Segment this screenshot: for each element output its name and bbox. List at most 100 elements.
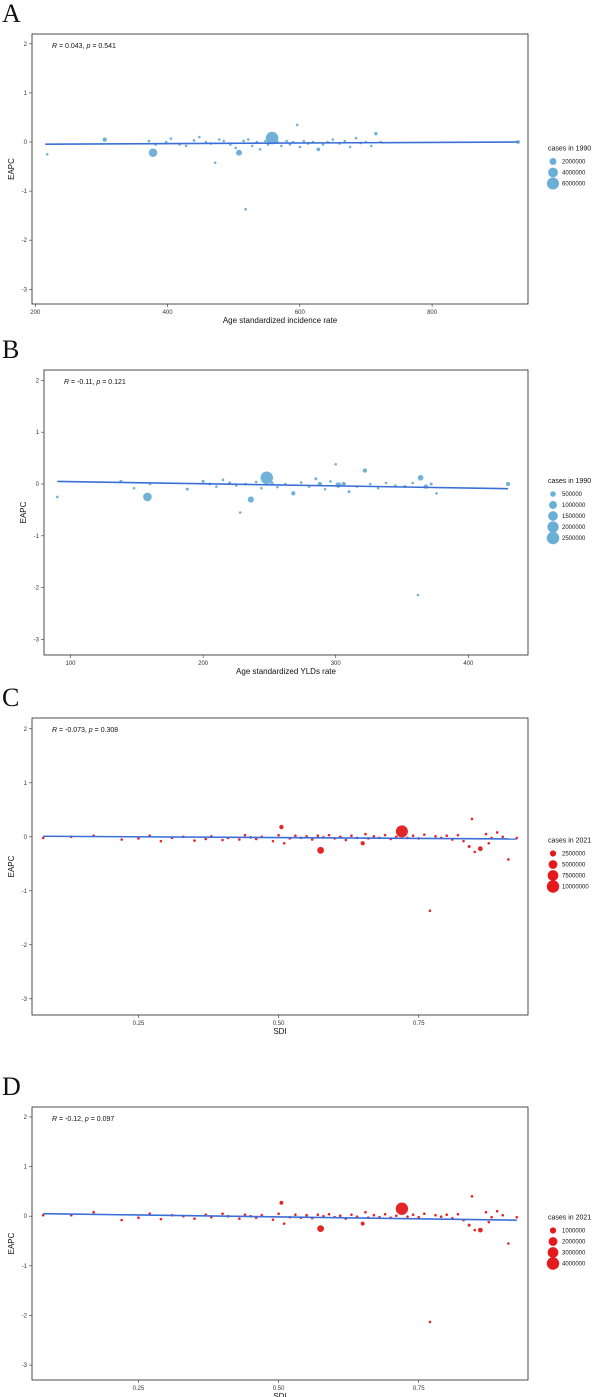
- data-point: [372, 1213, 376, 1217]
- panel-c: C -3 -2 -1 0 1 2 0.25 0.50 0.75 SDI EAPC R = -0.073,…: [2, 683, 591, 1036]
- x-tick-label: 0.50: [273, 1021, 285, 1027]
- data-point: [316, 834, 320, 838]
- legend-label: 500000: [562, 492, 583, 498]
- data-point: [193, 1217, 196, 1220]
- legend-title: cases in 1990: [548, 146, 591, 153]
- data-point: [490, 1215, 493, 1219]
- y-tick-label: -2: [22, 1313, 28, 1319]
- x-tick-label: 0.75: [413, 1386, 425, 1392]
- x-tick-label: 300: [331, 661, 342, 667]
- data-point: [341, 481, 346, 487]
- data-point: [159, 839, 163, 843]
- y-tick-label: -2: [22, 238, 28, 244]
- data-point: [350, 1213, 353, 1217]
- data-point: [221, 838, 224, 842]
- data-point: [159, 1217, 163, 1221]
- y-tick-label: -2: [22, 943, 28, 949]
- y-tick-label: 0: [24, 1214, 28, 1220]
- data-point: [314, 477, 318, 481]
- legend-label: 1500000: [562, 514, 586, 520]
- legend-marker: [548, 167, 558, 178]
- data-point: [260, 486, 263, 490]
- data-point: [271, 839, 275, 843]
- y-tick-label: -3: [22, 997, 28, 1003]
- data-point: [369, 144, 373, 148]
- data-point: [299, 481, 303, 484]
- data-point: [294, 834, 297, 838]
- y-axis-title: EAPC: [19, 501, 28, 523]
- y-tick-label: 1: [24, 781, 28, 787]
- data-point: [321, 143, 325, 146]
- data-point: [362, 468, 368, 473]
- regression-line: [43, 1212, 517, 1221]
- legend-marker: [546, 177, 560, 190]
- data-point: [434, 1213, 437, 1217]
- data-point: [445, 834, 449, 838]
- data-point: [270, 481, 274, 485]
- data-point: [470, 1195, 474, 1198]
- data-point: [201, 479, 205, 483]
- data-point: [368, 482, 372, 486]
- data-point: [247, 496, 254, 503]
- data-point: [470, 817, 474, 821]
- data-point: [45, 152, 49, 156]
- panel-d: D -3 -2 -1 0 1 2 0.25 0.50 0.75 SDI EAPC R = -0.12, …: [2, 1072, 591, 1397]
- data-point: [258, 148, 262, 151]
- stat-r-value: -0.11: [77, 379, 93, 386]
- y-tick-label: 2: [36, 378, 40, 384]
- data-point: [395, 1202, 409, 1215]
- data-point: [265, 131, 279, 145]
- x-axis-title: SDI: [273, 1027, 286, 1036]
- data-point: [462, 839, 465, 843]
- legend-label: 2500000: [562, 852, 586, 858]
- data-point: [279, 824, 284, 830]
- data-point: [435, 492, 438, 495]
- data-point: [507, 858, 510, 861]
- panel-letter: B: [2, 335, 19, 364]
- y-axis-title: EAPC: [7, 855, 16, 877]
- y-tick-label: -1: [22, 1264, 28, 1270]
- data-point: [294, 1213, 297, 1217]
- legend-label: 4000000: [562, 171, 586, 177]
- data-point: [394, 1214, 398, 1218]
- y-tick-label: 1: [36, 430, 40, 436]
- data-point: [316, 1213, 320, 1217]
- data-point: [282, 841, 286, 845]
- legend-label: 1000000: [562, 503, 586, 509]
- data-point: [334, 463, 338, 466]
- x-tick-label: 400: [163, 310, 174, 316]
- x-tick-label: 100: [66, 661, 77, 667]
- data-point: [92, 1210, 95, 1214]
- y-tick-label: -3: [34, 637, 40, 643]
- data-point: [344, 838, 348, 842]
- data-point: [348, 145, 352, 149]
- data-point: [102, 137, 107, 142]
- data-point: [317, 1225, 325, 1233]
- panel-letter: A: [2, 0, 21, 28]
- y-tick-label: 2: [24, 727, 28, 733]
- data-point: [467, 845, 471, 849]
- legend-marker: [547, 521, 559, 533]
- data-point: [271, 1218, 275, 1221]
- data-point: [395, 825, 408, 838]
- data-point: [238, 511, 242, 514]
- data-point: [423, 1212, 426, 1216]
- data-point: [285, 139, 288, 143]
- stat-p-value: 0.541: [98, 43, 116, 50]
- data-point: [439, 1215, 443, 1218]
- data-point: [456, 1212, 460, 1216]
- data-point: [238, 838, 241, 841]
- y-tick-label: 0: [36, 482, 40, 488]
- x-tick-label: 600: [295, 310, 306, 316]
- data-point: [217, 138, 221, 141]
- data-point: [184, 144, 188, 148]
- data-point: [164, 140, 168, 144]
- y-tick-label: 0: [24, 140, 28, 146]
- y-tick-label: -2: [34, 586, 40, 592]
- stat-annotation: R = -0.073, p = 0.308: [52, 727, 118, 734]
- x-tick-label: 200: [198, 661, 209, 667]
- data-point: [411, 1213, 415, 1217]
- data-point: [384, 481, 388, 485]
- data-point: [411, 834, 415, 838]
- stat-annotation: R = -0.12, p = 0.097: [52, 1116, 114, 1123]
